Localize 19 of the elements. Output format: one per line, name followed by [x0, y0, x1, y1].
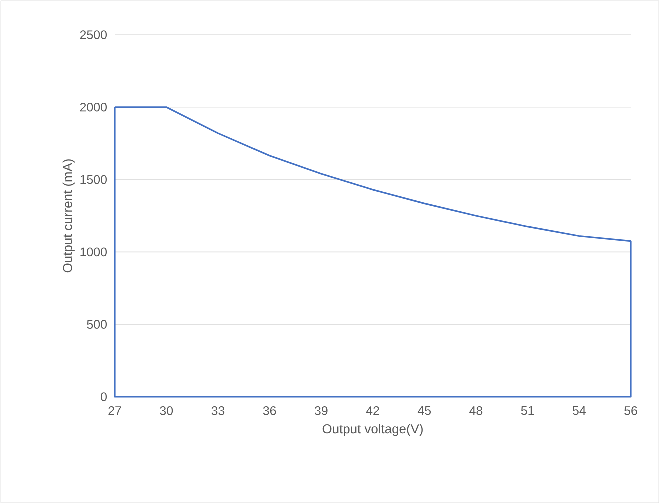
x-axis-title: Output voltage(V)	[322, 424, 423, 436]
x-tick-label: 42	[366, 406, 380, 416]
y-tick-label: 500	[87, 320, 107, 329]
y-tick-label: 1500	[80, 175, 107, 184]
y-tick-label: 2500	[80, 30, 107, 40]
x-tick-label: 45	[418, 406, 432, 416]
x-tick-label: 36	[263, 406, 276, 416]
x-tick-label: 39	[314, 406, 328, 416]
y-axis-title: Output current (mA)	[62, 160, 75, 273]
y-tick-label: 1000	[80, 248, 107, 257]
x-tick-label: 30	[160, 406, 174, 416]
y-tick-label: 0	[101, 392, 107, 402]
x-tick-label: 54	[572, 406, 586, 416]
x-tick-label: 56	[624, 406, 638, 416]
x-tick-label: 51	[521, 406, 534, 416]
x-tick-label: 48	[470, 406, 483, 416]
y-tick-label: 2000	[80, 102, 107, 112]
x-tick-label: 33	[212, 406, 225, 416]
x-tick-label: 27	[108, 406, 122, 416]
